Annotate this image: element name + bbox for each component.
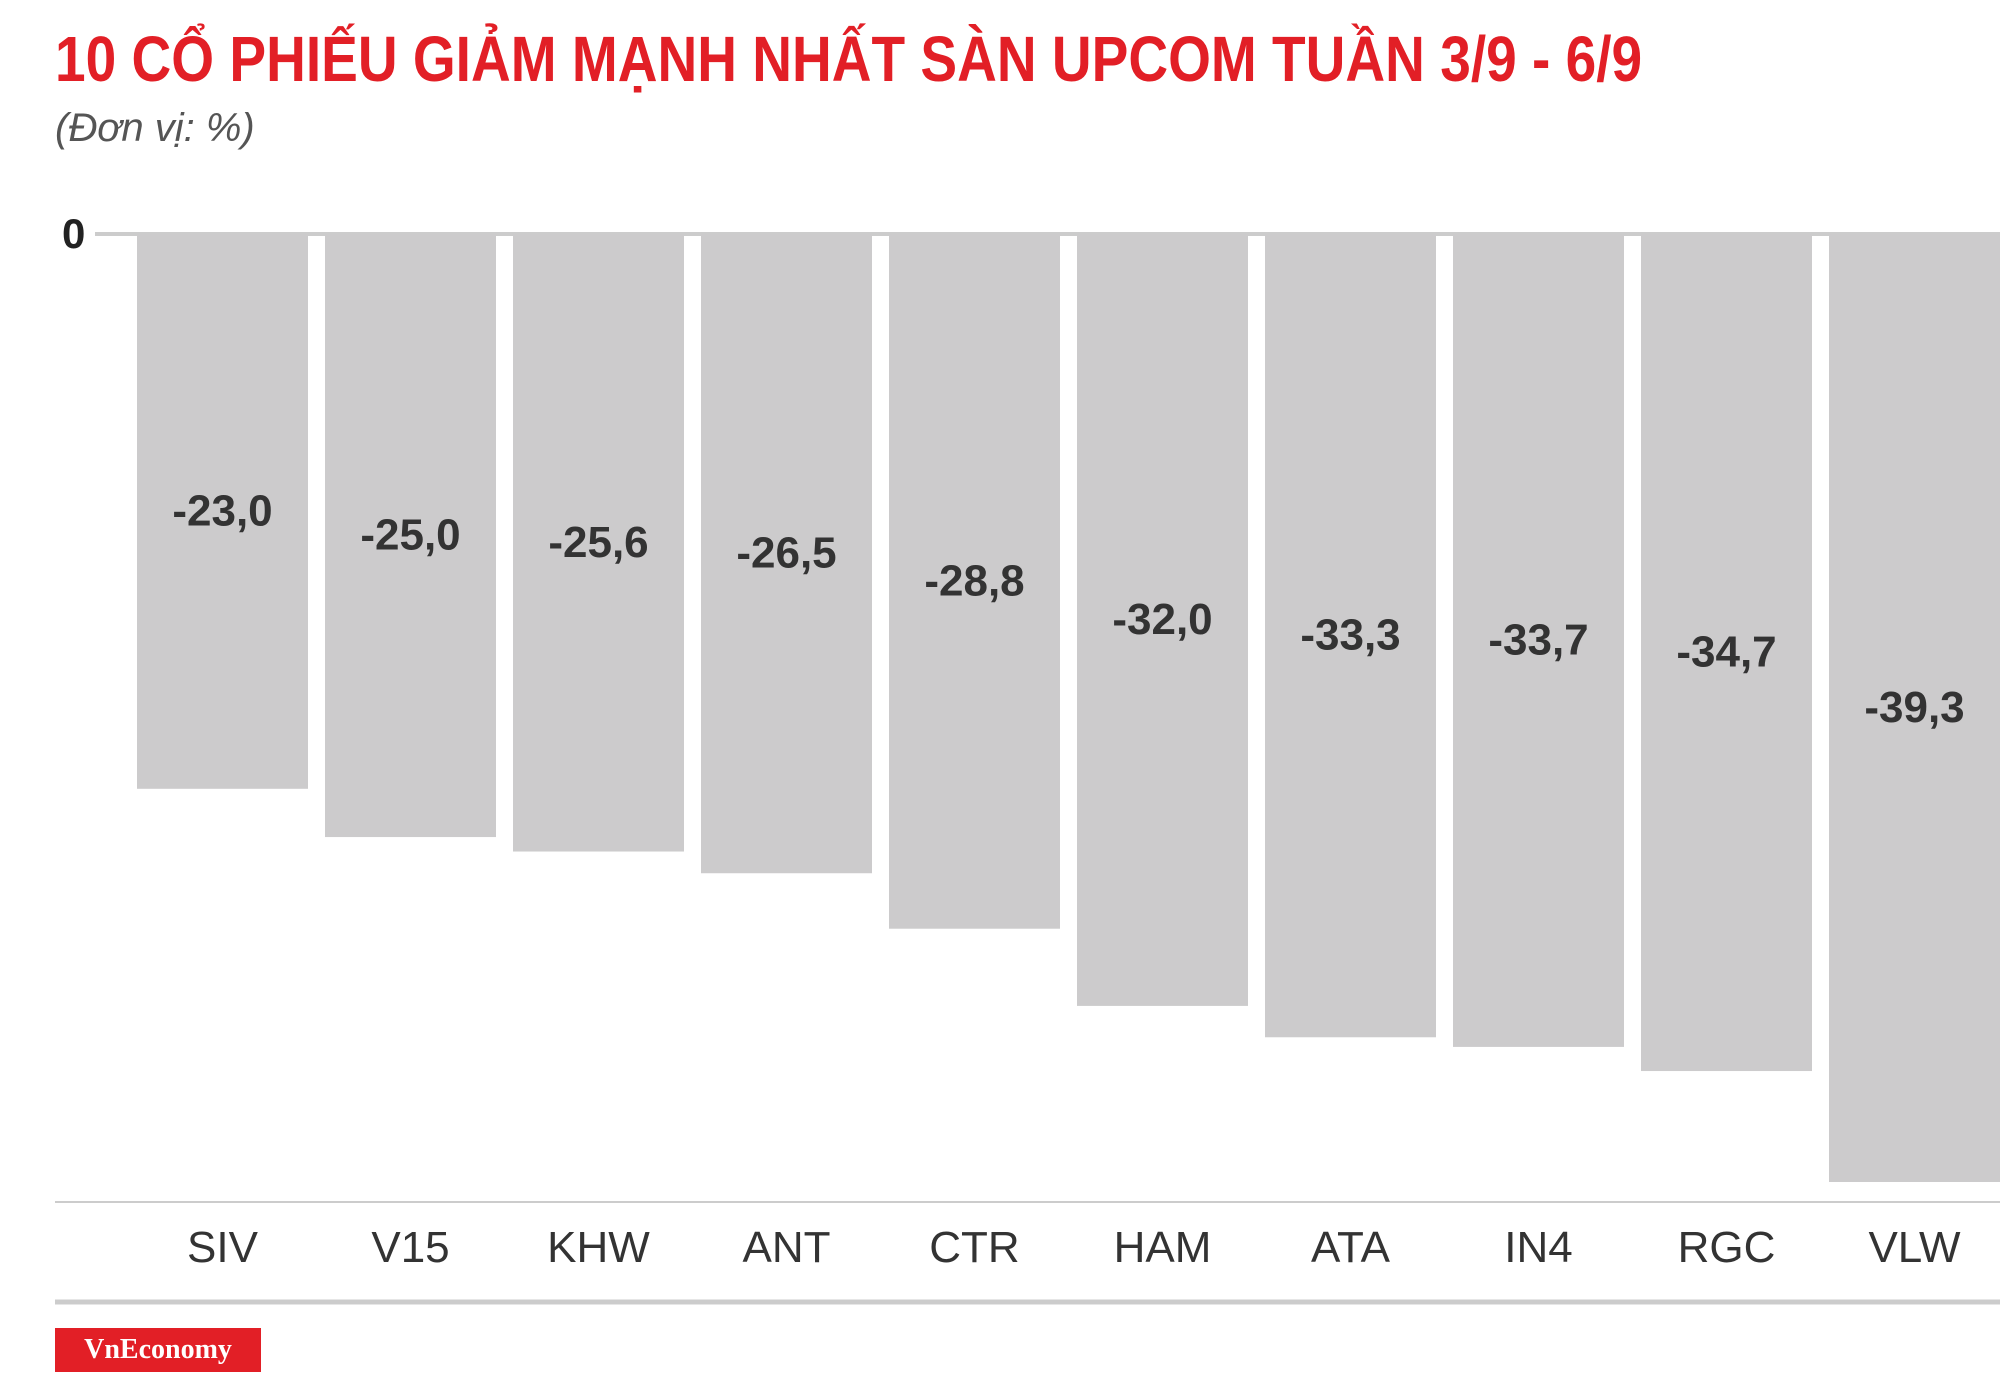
zero-tick-label: 0 bbox=[62, 210, 85, 257]
bar-rgc bbox=[1641, 234, 1812, 1072]
bar-in4 bbox=[1453, 234, 1624, 1047]
value-label-ant: -26,5 bbox=[736, 529, 836, 578]
bar-ata bbox=[1265, 234, 1436, 1038]
category-label-rgc: RGC bbox=[1678, 1223, 1776, 1272]
category-label-ata: ATA bbox=[1311, 1223, 1391, 1272]
value-label-ata: -33,3 bbox=[1300, 611, 1400, 660]
bar-vlw bbox=[1829, 234, 2000, 1182]
bar-ham bbox=[1077, 234, 1248, 1006]
category-label-ham: HAM bbox=[1114, 1223, 1212, 1272]
bar-ctr bbox=[889, 234, 1060, 929]
bar-ant bbox=[701, 234, 872, 874]
value-label-siv: -23,0 bbox=[172, 486, 272, 535]
value-label-ctr: -28,8 bbox=[924, 556, 1024, 605]
category-label-ctr: CTR bbox=[929, 1223, 1019, 1272]
value-label-ham: -32,0 bbox=[1112, 595, 1212, 644]
category-label-ant: ANT bbox=[743, 1223, 831, 1272]
chart-subtitle-unit: (Đơn vị: %) bbox=[55, 106, 255, 150]
category-label-in4: IN4 bbox=[1504, 1223, 1572, 1272]
category-label-khw: KHW bbox=[547, 1223, 650, 1272]
category-label-siv: SIV bbox=[187, 1223, 259, 1272]
bar-siv bbox=[137, 234, 308, 789]
category-label-v15: V15 bbox=[371, 1223, 449, 1272]
chart-title: 10 CỔ PHIẾU GIẢM MẠNH NHẤT SÀN UPCOM TUẦ… bbox=[55, 23, 1643, 95]
bar-v15 bbox=[325, 234, 496, 838]
bar-khw bbox=[513, 234, 684, 852]
value-label-vlw: -39,3 bbox=[1864, 683, 1964, 732]
brand-logo-text: VnEconomy bbox=[84, 1334, 232, 1365]
category-label-vlw: VLW bbox=[1868, 1223, 1961, 1272]
value-label-rgc: -34,7 bbox=[1676, 628, 1776, 677]
value-label-v15: -25,0 bbox=[360, 511, 460, 560]
value-label-in4: -33,7 bbox=[1488, 615, 1588, 664]
brand-logo: VnEconomy bbox=[55, 1328, 261, 1372]
value-label-khw: -25,6 bbox=[548, 518, 648, 567]
